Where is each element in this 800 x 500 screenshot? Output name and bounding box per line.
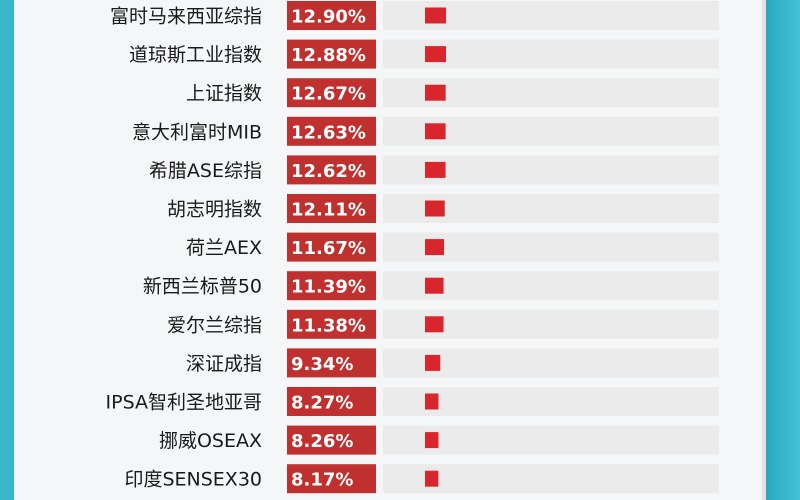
value-label-box bbox=[287, 1, 376, 30]
value-label-box bbox=[287, 464, 376, 494]
bar bbox=[425, 46, 446, 63]
chart-row: 新西兰标普50 11.39% bbox=[143, 271, 719, 301]
bar bbox=[425, 200, 445, 217]
bar-track bbox=[383, 387, 719, 416]
value-label: 8.17% bbox=[291, 470, 353, 491]
value-label: 8.26% bbox=[291, 431, 353, 452]
chart-row: 爱尔兰综指 11.38% bbox=[167, 309, 719, 339]
value-label: 12.67% bbox=[291, 84, 366, 105]
value-label-box bbox=[287, 194, 376, 223]
category-label: 希腊ASE综指 bbox=[149, 160, 262, 182]
value-label: 9.34% bbox=[291, 354, 353, 375]
value-label: 11.67% bbox=[291, 238, 366, 259]
category-label: 新西兰标普50 bbox=[143, 276, 262, 298]
bar bbox=[425, 277, 444, 294]
bar-track bbox=[383, 425, 719, 455]
bar bbox=[425, 393, 439, 410]
chart-row: 富时马来西亚综指 12.90% bbox=[110, 1, 719, 30]
category-label: 意大利富时MIB bbox=[132, 121, 262, 143]
value-label-box bbox=[287, 271, 376, 301]
value-label-box bbox=[287, 425, 376, 455]
bar bbox=[425, 84, 446, 101]
value-label-box bbox=[287, 309, 376, 339]
chart-row: 印度SENSEX30 8.17% bbox=[124, 464, 719, 494]
value-label: 11.38% bbox=[291, 315, 366, 336]
chart-row: 希腊ASE综指 12.62% bbox=[149, 155, 719, 185]
chart-row: 深证成指 9.34% bbox=[186, 348, 719, 378]
value-label: 11.39% bbox=[291, 277, 366, 298]
value-label: 12.11% bbox=[291, 200, 366, 221]
value-label: 12.90% bbox=[291, 7, 366, 28]
bar bbox=[425, 123, 446, 140]
value-label-box bbox=[287, 155, 376, 185]
bar bbox=[425, 354, 441, 371]
chart-row: 荷兰AEX 11.67% bbox=[186, 232, 719, 262]
background-left-strip bbox=[0, 0, 14, 500]
bar bbox=[425, 432, 439, 449]
category-label: 上证指数 bbox=[186, 83, 262, 105]
category-label: 挪威OSEAX bbox=[159, 430, 262, 452]
value-label-box bbox=[287, 387, 376, 416]
category-label: 荷兰AEX bbox=[186, 237, 262, 259]
chart-row: 道琼斯工业指数 12.88% bbox=[129, 39, 719, 69]
category-label: 胡志明指数 bbox=[167, 199, 262, 221]
value-label: 8.27% bbox=[291, 393, 353, 414]
bar-track bbox=[383, 464, 719, 494]
bar bbox=[425, 161, 446, 178]
background-right-strip bbox=[766, 0, 800, 500]
value-label: 12.63% bbox=[291, 122, 366, 143]
category-label: 深证成指 bbox=[186, 353, 262, 375]
panel-shadow bbox=[762, 0, 768, 500]
chart-row: 意大利富时MIB 12.63% bbox=[132, 116, 719, 146]
category-label: 印度SENSEX30 bbox=[124, 469, 262, 491]
chart-row: 胡志明指数 12.11% bbox=[167, 194, 719, 223]
bar bbox=[425, 239, 445, 256]
category-label: 富时马来西亚综指 bbox=[110, 6, 262, 28]
value-label-box bbox=[287, 78, 376, 108]
value-label-box bbox=[287, 232, 376, 262]
chart-row: 上证指数 12.67% bbox=[186, 78, 719, 108]
chart-rows: 富时马来西亚综指 12.90% 道琼斯工业指数 12.88% 上证指数 12.67% 意大利… bbox=[106, 1, 719, 494]
value-label-box bbox=[287, 348, 376, 378]
value-label: 12.62% bbox=[291, 161, 366, 182]
category-label: 道琼斯工业指数 bbox=[129, 44, 262, 66]
category-label: 爱尔兰综指 bbox=[167, 314, 262, 336]
bar bbox=[425, 7, 447, 24]
bar bbox=[425, 470, 439, 487]
bar bbox=[425, 316, 444, 333]
category-label: IPSA智利圣地亚哥 bbox=[106, 392, 262, 414]
value-label: 12.88% bbox=[291, 45, 366, 66]
chart-row: IPSA智利圣地亚哥 8.27% bbox=[106, 387, 719, 416]
value-label-box bbox=[287, 116, 376, 146]
value-label-box bbox=[287, 39, 376, 69]
chart-row: 挪威OSEAX 8.26% bbox=[159, 425, 719, 455]
